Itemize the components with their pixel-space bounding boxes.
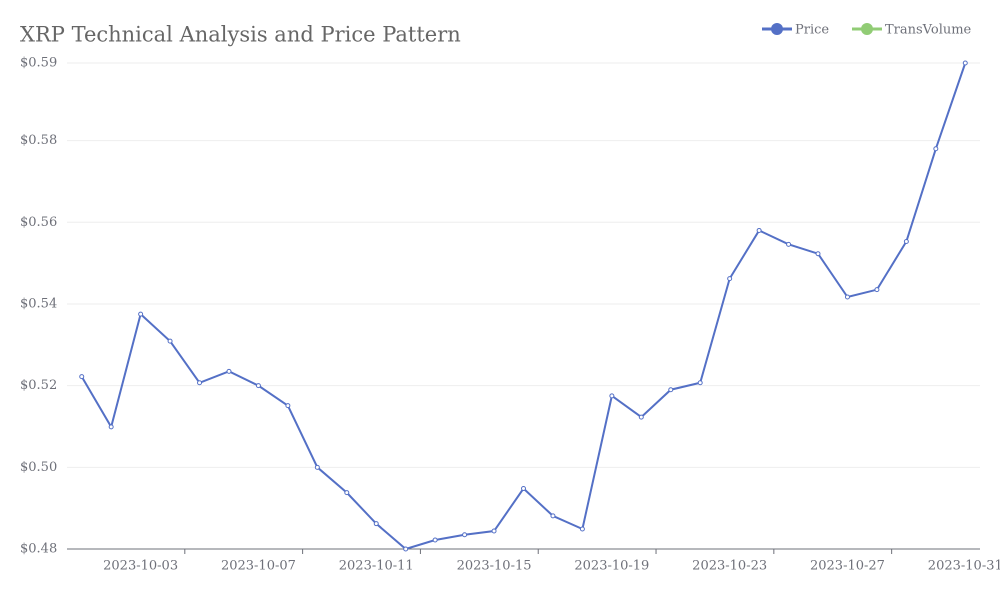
data-point: [197, 380, 203, 386]
x-tick-label: 2023-10-31: [928, 559, 1000, 574]
data-point: [756, 227, 762, 233]
data-point: [550, 513, 556, 519]
data-point: [638, 414, 644, 420]
data-point: [491, 528, 497, 534]
x-tick-label: 2023-10-15: [457, 559, 532, 574]
y-tick-label: $0.59: [20, 56, 57, 71]
data-point: [167, 338, 173, 344]
x-tick-label: 2023-10-19: [574, 559, 649, 574]
data-point: [226, 368, 232, 374]
data-point: [79, 374, 85, 380]
legend-marker: [771, 23, 783, 35]
data-point: [403, 546, 409, 552]
data-point: [697, 380, 703, 386]
data-point: [314, 464, 320, 470]
data-point: [432, 537, 438, 543]
data-point: [521, 486, 526, 492]
data-point: [903, 238, 909, 244]
data-point: [344, 490, 350, 496]
y-tick-label: $0.58: [20, 133, 57, 148]
data-point: [609, 393, 615, 399]
x-tick-label: 2023-10-27: [810, 559, 885, 574]
data-point: [255, 383, 261, 389]
data-point: [962, 60, 968, 66]
y-tick-label: $0.52: [20, 378, 57, 393]
x-tick-label: 2023-10-07: [221, 559, 296, 574]
data-point: [815, 251, 821, 257]
x-tick-label: 2023-10-03: [103, 559, 178, 574]
data-point: [668, 387, 674, 393]
legend-label: Price: [795, 23, 829, 38]
y-tick-label: $0.48: [20, 542, 57, 557]
chart-title: XRP Technical Analysis and Price Pattern: [20, 23, 461, 47]
data-point: [874, 287, 880, 293]
legend-marker: [861, 23, 873, 35]
x-tick-label: 2023-10-11: [339, 559, 414, 574]
data-point: [933, 146, 939, 152]
y-tick-label: $0.50: [20, 460, 57, 475]
data-point: [727, 276, 733, 282]
data-point: [844, 294, 850, 300]
data-point: [138, 311, 144, 317]
data-point: [462, 532, 468, 538]
data-point: [285, 403, 291, 409]
y-tick-label: $0.54: [20, 296, 57, 311]
data-point: [108, 424, 114, 430]
data-point: [579, 526, 585, 532]
x-tick-label: 2023-10-23: [692, 559, 767, 574]
legend-label: TransVolume: [885, 23, 972, 38]
price-line: [80, 62, 967, 551]
data-point: [373, 521, 379, 527]
data-point: [786, 241, 792, 247]
y-tick-label: $0.56: [20, 215, 57, 230]
